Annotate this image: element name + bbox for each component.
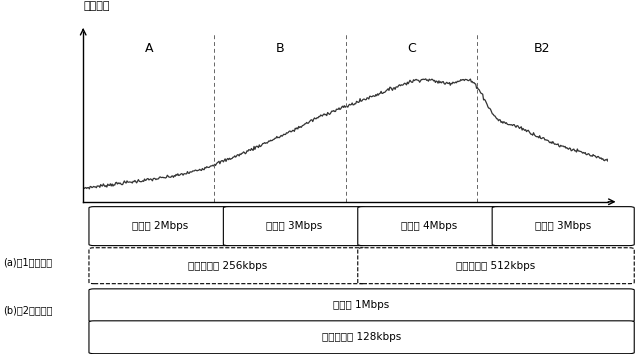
Text: ビデオ 3Mbps: ビデオ 3Mbps — [535, 221, 591, 231]
Text: ビデオ 4Mbps: ビデオ 4Mbps — [401, 221, 457, 231]
FancyBboxPatch shape — [492, 207, 634, 246]
Text: ビデオ 3Mbps: ビデオ 3Mbps — [266, 221, 323, 231]
Text: 通信速度: 通信速度 — [83, 1, 109, 11]
Text: ビデオ 2Mbps: ビデオ 2Mbps — [132, 221, 188, 231]
Text: C: C — [407, 42, 415, 55]
Text: (b)第2の記憶部: (b)第2の記憶部 — [3, 305, 52, 315]
FancyBboxPatch shape — [89, 207, 231, 246]
Text: A: A — [145, 42, 153, 55]
Text: (a)第1の記憶部: (a)第1の記憶部 — [3, 257, 52, 267]
FancyBboxPatch shape — [89, 248, 365, 284]
Text: オーディオ 256kbps: オーディオ 256kbps — [188, 261, 267, 271]
FancyBboxPatch shape — [358, 207, 500, 246]
Text: オーディオ 512kbps: オーディオ 512kbps — [456, 261, 536, 271]
Text: B2: B2 — [534, 42, 550, 55]
Text: B: B — [276, 42, 284, 55]
Text: 時間: 時間 — [618, 209, 632, 218]
Text: ビデオ 1Mbps: ビデオ 1Mbps — [333, 300, 390, 310]
FancyBboxPatch shape — [223, 207, 365, 246]
Text: オーディオ 128kbps: オーディオ 128kbps — [322, 332, 401, 342]
FancyBboxPatch shape — [358, 248, 634, 284]
FancyBboxPatch shape — [89, 321, 634, 354]
FancyBboxPatch shape — [89, 289, 634, 322]
